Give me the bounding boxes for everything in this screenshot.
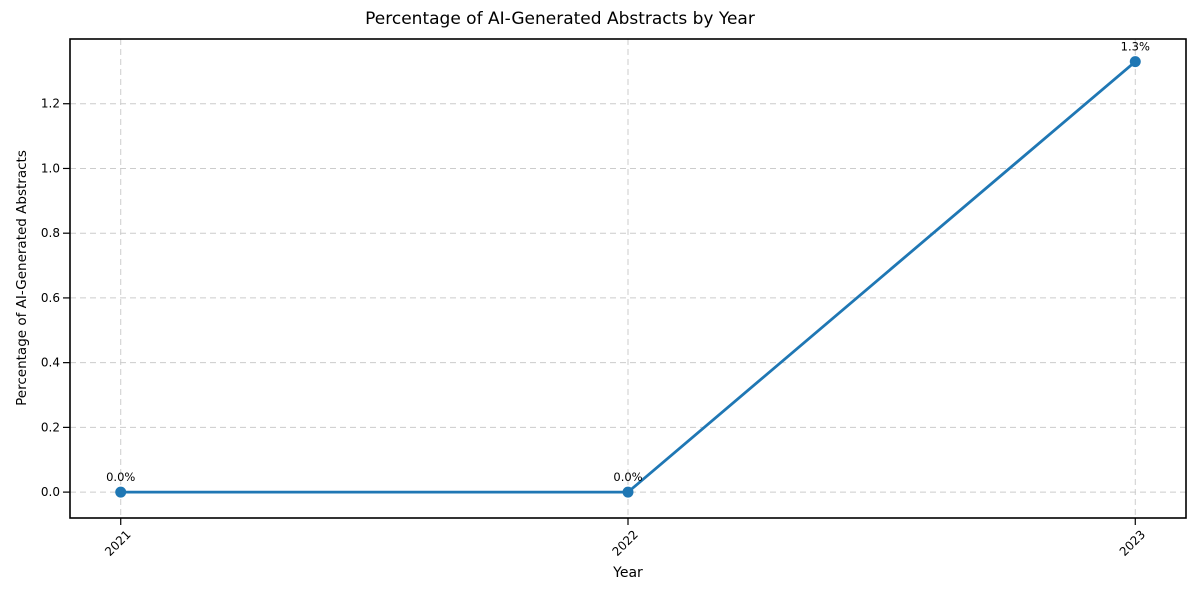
y-tick-label: 0.4	[41, 356, 60, 370]
y-tick-label: 0.6	[41, 291, 60, 305]
x-tick-label: 2022	[609, 527, 640, 558]
point-annotation: 0.0%	[106, 470, 135, 484]
y-tick-label: 0.2	[41, 420, 60, 434]
point-annotation: 1.3%	[1121, 40, 1150, 54]
point-annotation: 0.0%	[613, 470, 642, 484]
x-tick-label: 2021	[102, 527, 133, 558]
data-point-marker	[1129, 56, 1141, 68]
y-axis-label: Percentage of AI-Generated Abstracts	[14, 150, 30, 406]
y-tick-label: 0.0	[41, 485, 60, 499]
y-tick-label: 0.8	[41, 226, 60, 240]
data-point-marker	[622, 486, 634, 498]
chart-title: Percentage of AI-Generated Abstracts by …	[365, 9, 755, 29]
x-tick-label: 2023	[1117, 527, 1148, 558]
y-tick-label: 1.0	[41, 161, 60, 175]
y-tick-label: 1.2	[41, 97, 60, 111]
x-axis-label: Year	[613, 565, 643, 581]
data-point-marker	[115, 486, 127, 498]
